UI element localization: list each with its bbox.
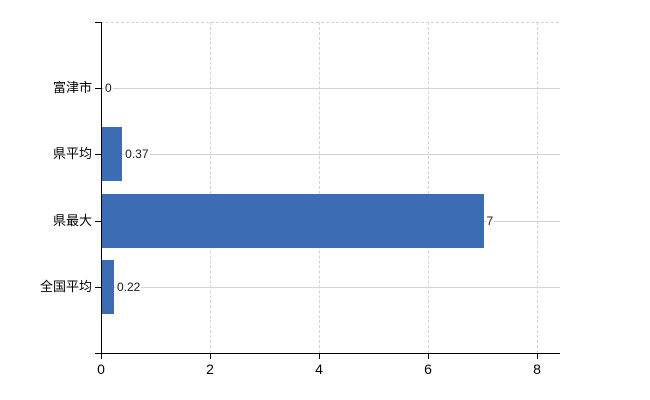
category-label: 県最大 xyxy=(52,212,92,228)
gridline-vertical xyxy=(319,22,320,353)
category-label: 全国平均 xyxy=(39,278,92,294)
gridline-horizontal xyxy=(101,286,560,288)
gridline-horizontal xyxy=(101,154,560,156)
x-tick-label: 6 xyxy=(424,361,432,377)
x-axis-tick xyxy=(537,353,538,359)
gridline-horizontal xyxy=(101,88,560,90)
x-tick-label: 4 xyxy=(315,361,323,377)
x-axis-tick xyxy=(428,353,429,359)
x-axis-tick xyxy=(101,353,102,359)
bar-value-label: 0.22 xyxy=(115,278,142,295)
x-tick-label: 8 xyxy=(533,361,541,377)
bar xyxy=(102,193,484,248)
x-axis-tick xyxy=(319,353,320,359)
x-tick-label: 2 xyxy=(206,361,214,377)
y-axis-tick xyxy=(95,154,101,156)
gridline-vertical xyxy=(537,22,538,353)
bar xyxy=(102,259,114,314)
bar-value-label: 0 xyxy=(104,80,113,97)
y-axis-tick xyxy=(95,88,101,90)
y-axis-line xyxy=(101,22,102,359)
category-label: 富津市 xyxy=(52,80,92,96)
gridline-vertical xyxy=(210,22,211,353)
x-axis-tick xyxy=(210,353,211,359)
bar xyxy=(102,127,123,182)
x-axis-line xyxy=(95,353,560,354)
plot-top-border xyxy=(101,22,559,23)
bar-value-label: 7 xyxy=(485,212,495,229)
x-tick-label: 0 xyxy=(97,361,105,377)
y-axis-tick xyxy=(95,220,101,222)
y-axis-tick xyxy=(95,286,101,288)
y-axis-tick xyxy=(95,22,101,23)
gridline-vertical xyxy=(428,22,429,353)
category-label: 県平均 xyxy=(52,146,92,162)
bar-value-label: 0.37 xyxy=(124,146,150,163)
